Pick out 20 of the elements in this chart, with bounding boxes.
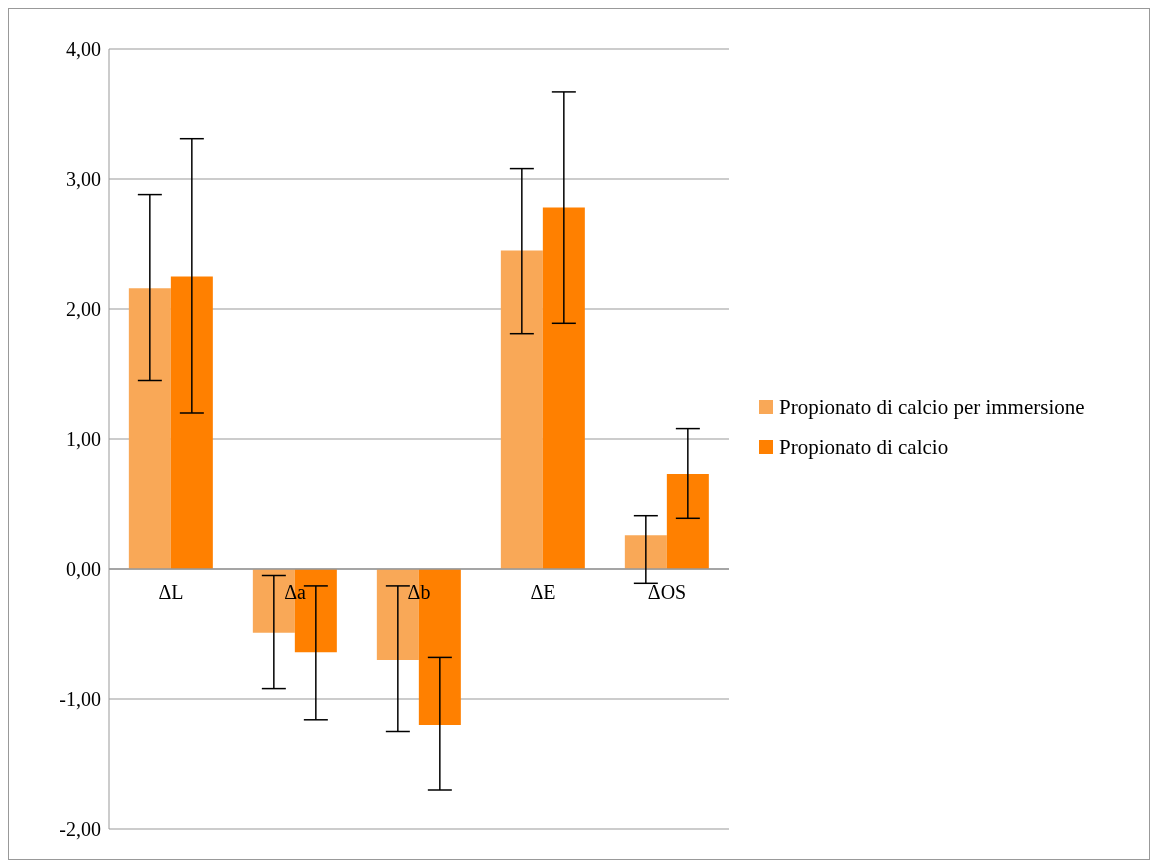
bar <box>624 535 667 569</box>
bar <box>542 207 585 569</box>
y-tick-label: 2,00 <box>66 298 101 321</box>
bar <box>500 250 543 569</box>
bar <box>170 276 213 569</box>
legend-label: Propionato di calcio per immersione <box>779 394 1085 420</box>
bar <box>666 474 709 569</box>
y-tick-label: 3,00 <box>66 168 101 191</box>
x-tick-label: ΔE <box>530 581 556 603</box>
x-tick-label: Δb <box>407 581 431 603</box>
y-tick-label: 1,00 <box>66 428 101 451</box>
bar <box>128 288 171 569</box>
x-tick-label: Δa <box>284 581 306 603</box>
y-tick-label: -1,00 <box>59 688 101 711</box>
x-tick-label: ΔOS <box>647 581 687 603</box>
y-tick-label: 0,00 <box>66 558 101 581</box>
y-tick-label: -2,00 <box>59 818 101 841</box>
legend-label: Propionato di calcio <box>779 434 949 460</box>
y-tick-label: 4,00 <box>66 38 101 61</box>
x-tick-label: ΔL <box>158 581 184 603</box>
